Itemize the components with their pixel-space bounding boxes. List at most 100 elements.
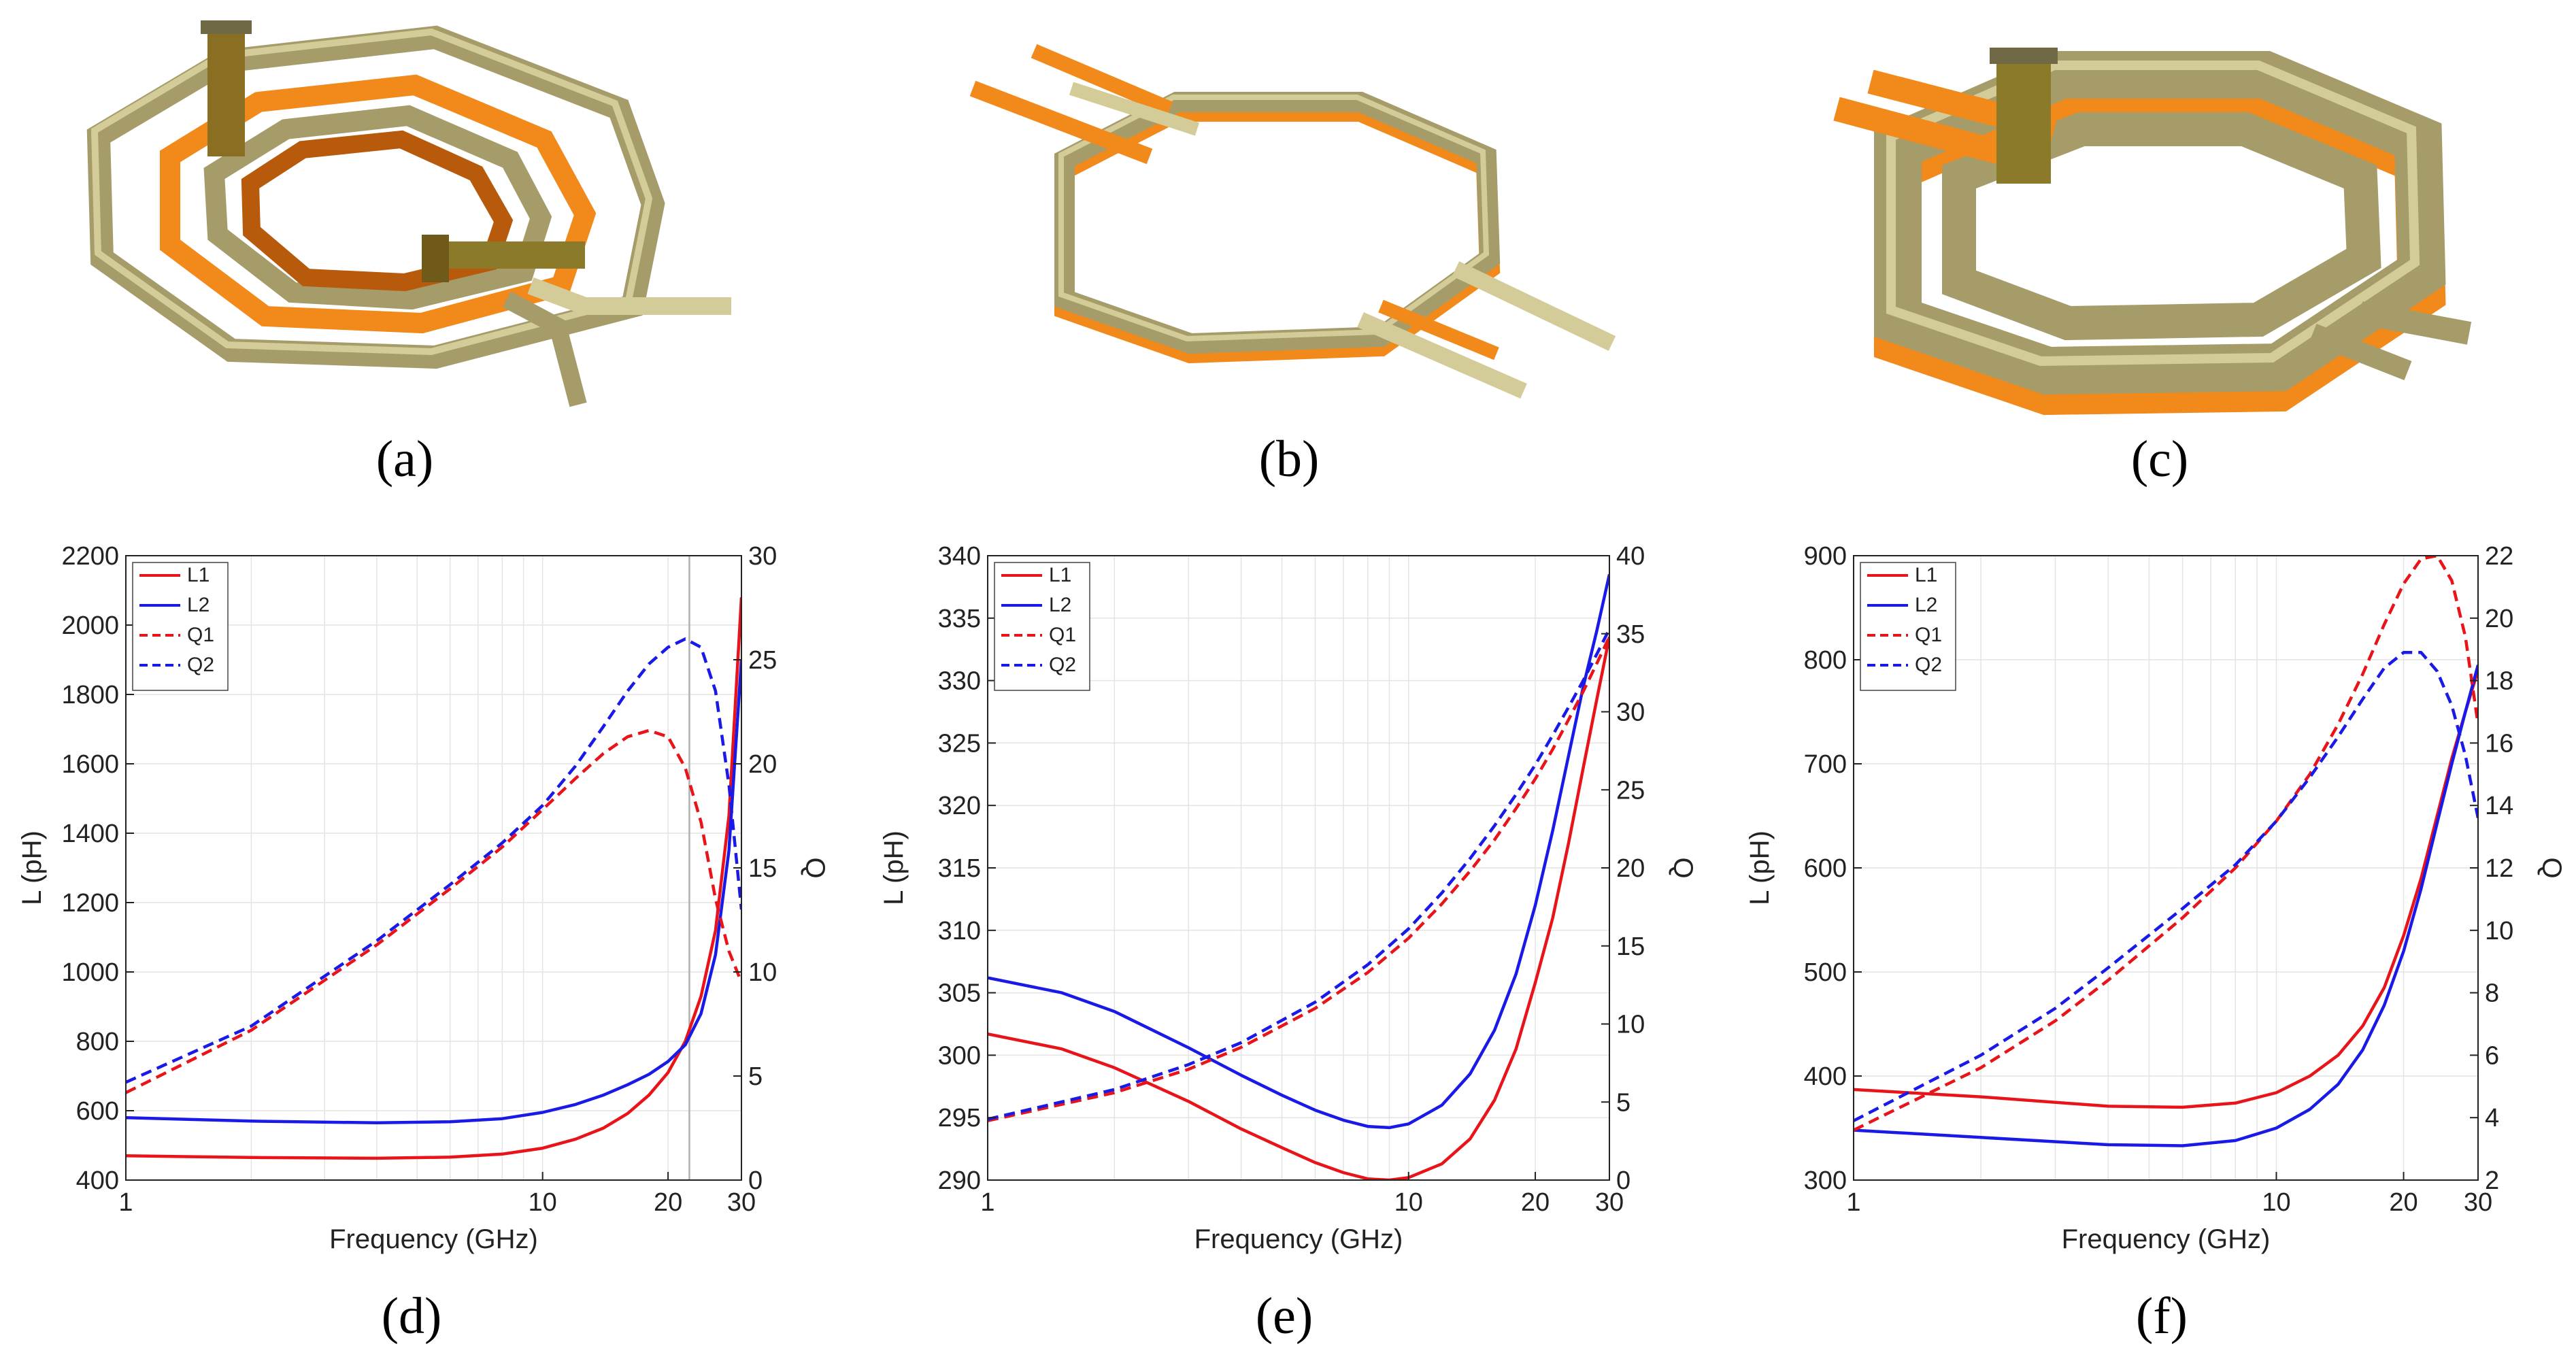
chart-f-ytick-label: 600 [1804, 854, 1847, 883]
chart-d-xtick-label: 10 [529, 1188, 557, 1217]
chart-f-ytick-label: 300 [1804, 1166, 1847, 1195]
chart-e-y2tick-label: 20 [1616, 854, 1645, 883]
chart-e-series-Q1 [988, 636, 1609, 1122]
chart-d-legend: L1 L2 Q1 Q2 [132, 562, 229, 691]
chart-f-y2tick-label: 10 [2485, 917, 2513, 945]
chart-e-ytick-label: 335 [938, 605, 981, 633]
chart-f-xlabel: Frequency (GHz) [2062, 1224, 2271, 1254]
panel-label-e: (e) [1256, 1288, 1313, 1345]
chart-f-series-Q2 [1854, 651, 2478, 1122]
chart-d-ytick-label: 2200 [61, 542, 119, 571]
chart-d-ylabel: L (pH) [17, 830, 47, 905]
chart-f-ytick-label: 400 [1804, 1062, 1847, 1091]
chart-f-xtick-label: 1 [1846, 1188, 1860, 1217]
chart-f-ytick-label: 500 [1804, 958, 1847, 987]
chart-f-y2tick-label: 2 [2485, 1166, 2499, 1195]
chart-e-y2tick-label: 15 [1616, 932, 1645, 961]
chart-f-y2tick-label: 6 [2485, 1041, 2499, 1070]
chart-e-ticks: 290 295 300 305 310 315 320 325 330 335 340 0 5 10 15 2… [938, 542, 1645, 1217]
chart-f: 300 400 500 600 700 800 900 2 4 6 8 10 12 14 16 18 20 22 1… [1745, 542, 2566, 1254]
chart-f-y2tick-label: 22 [2485, 542, 2513, 571]
chart-d-grid [125, 555, 742, 1181]
chart-d-xtick-label: 30 [727, 1188, 756, 1217]
chart-d-y2label: Q [800, 857, 830, 878]
chart-f-ytick-label: 800 [1804, 646, 1847, 675]
chart-f-legend-label-L1: L1 [1915, 564, 1937, 586]
chart-e-xtick-label: 1 [980, 1188, 994, 1217]
chart-f-y2tick-label: 8 [2485, 979, 2499, 1008]
chart-d-y2tick-label: 10 [748, 958, 777, 987]
chart-d-y2tick-label: 5 [748, 1062, 763, 1091]
transformer-3d-a [86, 20, 731, 407]
chart-f-legend-label-Q1: Q1 [1915, 624, 1942, 646]
chart-f-y2tick-label: 18 [2485, 667, 2513, 696]
chart-d: 400 600 800 1000 1200 1400 1600 1800 2000 2200 0 5 1… [17, 542, 830, 1254]
chart-d-y2tick-label: 25 [748, 646, 777, 675]
chart-d-ytick-label: 1200 [61, 889, 119, 918]
chart-d-legend-label-L2: L2 [187, 594, 210, 616]
chart-e-ytick-label: 310 [938, 917, 981, 945]
chart-d-ytick-label: 1000 [61, 958, 119, 987]
chart-d-series-L2 [126, 659, 741, 1125]
chart-d-legend-box [132, 562, 229, 691]
chart-f-marks [1854, 556, 2478, 1147]
chart-f-series-L2 [1854, 665, 2478, 1147]
chart-e-ytick-label: 315 [938, 854, 981, 883]
chart-e-y2label: Q [1668, 857, 1698, 878]
chart-f-y2tick-label: 20 [2485, 605, 2513, 633]
chart-d-xtick-label: 20 [654, 1188, 682, 1217]
chart-d-ytick-label: 1800 [61, 681, 119, 709]
chart-d-y2tick-label: 30 [748, 542, 777, 571]
chart-e-xtick-label: 20 [1521, 1188, 1550, 1217]
chart-d-marks [126, 556, 741, 1180]
chart-f-xtick-label: 30 [2464, 1188, 2492, 1217]
chart-d-ytick-label: 600 [76, 1097, 119, 1126]
chart-e-ytick-label: 290 [938, 1166, 981, 1195]
chart-d-y2tick-label: 0 [748, 1166, 763, 1195]
chart-e-y2tick-label: 25 [1616, 776, 1645, 805]
chart-e-ytick-label: 295 [938, 1104, 981, 1132]
chart-f-legend: L1 L2 Q1 Q2 [1860, 562, 1956, 691]
chart-e-legend-label-Q2: Q2 [1049, 654, 1076, 676]
chart-d-ytick-label: 2000 [61, 611, 119, 640]
chart-f-y2tick-label: 16 [2485, 729, 2513, 758]
chart-e-legend: L1 L2 Q1 Q2 [994, 562, 1090, 691]
chart-d-y2tick-label: 15 [748, 854, 777, 883]
chart-e-xtick-label: 10 [1394, 1188, 1423, 1217]
chart-e-ytick-label: 340 [938, 542, 981, 571]
chart-e-legend-label-L1: L1 [1049, 564, 1071, 586]
chart-e-ylabel: L (pH) [879, 830, 909, 905]
chart-e-y2tick-label: 0 [1616, 1166, 1630, 1195]
chart-d-legend-label-Q1: Q1 [187, 624, 214, 646]
chart-f-series-Q1 [1854, 556, 2478, 1132]
chart-f-y2tick-label: 12 [2485, 854, 2513, 883]
chart-e-xlabel: Frequency (GHz) [1194, 1224, 1403, 1254]
chart-f-legend-label-Q2: Q2 [1915, 654, 1942, 676]
chart-e-y2tick-label: 40 [1616, 542, 1645, 571]
chart-e-y2tick-label: 35 [1616, 620, 1645, 649]
chart-e-ytick-label: 320 [938, 792, 981, 820]
chart-d-ytick-label: 1400 [61, 820, 119, 848]
chart-f-legend-label-L2: L2 [1915, 594, 1937, 616]
chart-e-legend-label-Q1: Q1 [1049, 624, 1076, 646]
transformer-3d-c [1833, 48, 2472, 416]
chart-e-legend-label-L2: L2 [1049, 594, 1071, 616]
chart-d-ytick-label: 1600 [61, 750, 119, 779]
chart-f-grid [1853, 555, 2479, 1181]
chart-f-xtick-label: 10 [2262, 1188, 2290, 1217]
panel-label-a: (a) [376, 431, 433, 488]
chart-e-ytick-label: 325 [938, 729, 981, 758]
chart-f-ticks: 300 400 500 600 700 800 900 2 4 6 8 10 12 14 16 18 20 22 1… [1804, 542, 2514, 1217]
chart-f-y2label: Q [2537, 857, 2566, 878]
chart-e-ytick-label: 305 [938, 979, 981, 1008]
chart-f-y2tick-label: 14 [2485, 792, 2513, 820]
inductor-3d-b [969, 44, 1616, 399]
chart-d-ytick-label: 400 [76, 1166, 119, 1195]
chart-e-series-Q2 [988, 628, 1609, 1121]
panel-label-b: (b) [1259, 431, 1320, 488]
chart-d-xlabel: Frequency (GHz) [329, 1224, 538, 1254]
chart-f-ytick-label: 700 [1804, 750, 1847, 779]
chart-d-legend-label-L1: L1 [187, 564, 210, 586]
chart-f-xtick-label: 20 [2389, 1188, 2418, 1217]
